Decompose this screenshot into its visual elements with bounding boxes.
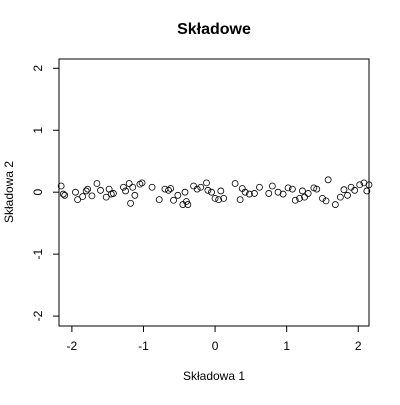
point <box>148 183 156 191</box>
y-tick-label: 1 <box>31 127 45 134</box>
x-tick-label: -1 <box>138 339 149 353</box>
point <box>268 182 276 190</box>
point <box>131 191 139 199</box>
point <box>204 186 212 194</box>
point <box>183 198 190 205</box>
point <box>120 183 127 191</box>
point <box>84 185 92 193</box>
point <box>125 180 133 187</box>
point <box>299 187 306 195</box>
point <box>155 196 163 204</box>
point <box>74 196 82 204</box>
point <box>363 187 371 195</box>
point <box>215 196 223 204</box>
y-tick-label: 0 <box>31 189 45 196</box>
point <box>217 187 225 195</box>
x-tick-label: -2 <box>67 339 78 353</box>
y-axis-label: Składowa 2 <box>2 161 16 223</box>
point <box>256 183 263 191</box>
point <box>336 193 344 201</box>
point <box>138 179 146 187</box>
point <box>313 185 321 193</box>
point <box>365 181 373 189</box>
point <box>129 183 137 191</box>
point <box>279 190 287 198</box>
point <box>208 188 215 196</box>
point <box>301 193 308 201</box>
y-tick-label: 2 <box>31 65 45 72</box>
point <box>211 194 219 202</box>
point <box>236 196 244 204</box>
point <box>59 190 67 198</box>
point <box>304 190 312 197</box>
x-tick-label: 1 <box>283 339 290 353</box>
point <box>324 176 332 184</box>
point <box>197 183 205 191</box>
point <box>97 186 104 194</box>
point <box>322 197 330 205</box>
point <box>344 191 351 199</box>
point <box>193 185 201 193</box>
point <box>102 193 110 201</box>
point <box>288 185 296 193</box>
point <box>181 188 189 196</box>
point <box>246 190 253 198</box>
y-tick-label: -1 <box>31 248 45 259</box>
point <box>291 196 299 204</box>
point <box>110 190 117 197</box>
point <box>167 185 175 192</box>
point <box>360 179 368 187</box>
point <box>203 179 210 187</box>
point <box>165 186 172 194</box>
x-tick-label: 0 <box>212 339 219 353</box>
point <box>351 186 359 194</box>
x-tick-label: 2 <box>355 339 362 353</box>
point <box>88 192 96 200</box>
point <box>57 182 65 190</box>
point <box>79 193 87 200</box>
point <box>340 186 348 194</box>
point <box>284 184 292 192</box>
point <box>220 194 228 202</box>
point <box>274 188 282 196</box>
point <box>170 196 177 204</box>
chart-title: Składowe <box>177 21 251 38</box>
point <box>82 187 90 195</box>
point <box>61 191 69 199</box>
point <box>231 180 239 187</box>
point <box>72 188 79 196</box>
point <box>184 201 192 208</box>
point <box>265 190 273 197</box>
point <box>356 181 364 189</box>
point <box>319 194 326 202</box>
point <box>296 194 303 202</box>
point <box>331 201 339 208</box>
x-axis-label: Składowa 1 <box>183 369 245 383</box>
point <box>241 188 249 196</box>
point <box>93 180 101 187</box>
point <box>122 187 129 195</box>
y-tick-label: -2 <box>31 310 45 321</box>
point <box>127 199 134 207</box>
point <box>251 190 258 197</box>
point <box>174 191 182 199</box>
